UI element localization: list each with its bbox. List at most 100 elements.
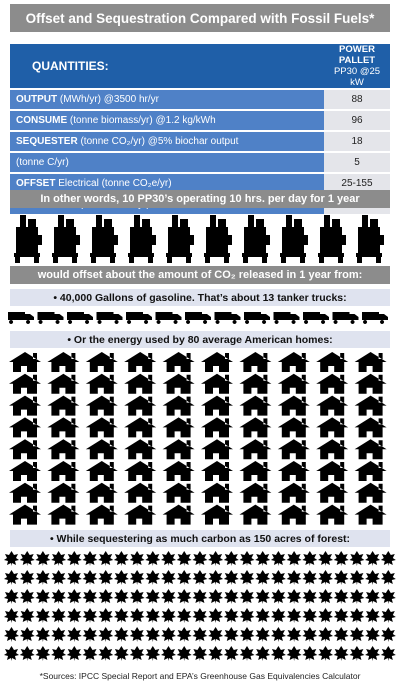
footer-note: *Sources: IPCC Special Report and EPA’s …	[39, 671, 361, 681]
tree-icon	[349, 608, 365, 623]
table-row: (tonne C/yr) 5	[10, 153, 390, 172]
tree-icon	[66, 551, 82, 566]
truck-icon	[303, 312, 329, 324]
house-icon	[85, 504, 118, 525]
house-icon	[201, 417, 233, 438]
house-icon	[85, 417, 118, 438]
row-value: 5	[324, 153, 390, 172]
tree-icon	[365, 608, 381, 623]
house-icon	[316, 373, 349, 394]
truck-icon	[362, 312, 388, 324]
house-icon	[201, 373, 233, 394]
tree-icon	[365, 646, 381, 661]
tree-icon	[4, 570, 19, 585]
tree-icon	[302, 551, 318, 566]
tree-icon	[239, 570, 255, 585]
house-icon	[47, 352, 80, 372]
row-label: CONSUME (tonne biomass/yr) @1.2 kg/kWh	[10, 111, 324, 130]
row-value: 18	[324, 132, 390, 151]
tree-icon	[35, 646, 51, 661]
tree-icon	[35, 551, 51, 566]
tree-icon	[380, 627, 396, 642]
tree-icon	[35, 570, 51, 585]
tree-icon	[286, 570, 302, 585]
head-label: QUANTITIES:	[10, 44, 324, 88]
tree-icon	[208, 589, 224, 604]
house-icon	[9, 461, 41, 481]
tree-icon	[129, 627, 145, 642]
table-row: SEQUESTER (tonne CO₂/yr) @5% biochar out…	[10, 132, 390, 151]
truck-icon	[273, 312, 300, 324]
house-icon	[354, 439, 387, 460]
tree-icon	[286, 627, 302, 642]
tree-icon	[239, 646, 255, 661]
house-icon	[354, 373, 387, 394]
machine-icon	[90, 215, 118, 263]
tree-icon	[82, 551, 98, 566]
tree-icon	[318, 570, 333, 585]
tree-icon	[161, 589, 176, 604]
tree-icon	[129, 646, 145, 661]
tree-icon	[255, 551, 271, 566]
house-icon	[162, 504, 195, 525]
house-icon	[9, 373, 41, 394]
tree-icon	[302, 627, 318, 642]
row-value: 88	[324, 90, 390, 109]
tree-icon	[302, 646, 318, 661]
tree-icon	[129, 608, 145, 623]
tree-icon	[161, 570, 176, 585]
tree-icon	[318, 627, 333, 642]
tree-icon	[318, 551, 333, 566]
house-icon	[201, 439, 233, 460]
tree-icon	[349, 627, 365, 642]
tree-icon	[333, 627, 349, 642]
tree-icon	[129, 570, 145, 585]
section-bar: • 40,000 Gallons of gasoline. That’s abo…	[10, 289, 390, 306]
machine-icon	[356, 215, 384, 263]
truck-icon	[244, 312, 270, 324]
row-value: 25-155	[324, 174, 390, 193]
house-icon	[9, 439, 41, 460]
machine-icon	[14, 215, 42, 263]
tree-icon	[66, 570, 82, 585]
house-icon	[47, 439, 80, 460]
house-icon	[239, 417, 272, 438]
tree-icon	[270, 570, 286, 585]
tree-icon	[145, 589, 161, 604]
tree-icon	[333, 608, 349, 623]
house-icon	[239, 482, 272, 503]
tree-icon	[66, 646, 82, 661]
table-head: QUANTITIES: POWER PALLET PP30 @25 kW	[10, 44, 390, 88]
tree-icon	[82, 570, 98, 585]
tree-icon	[145, 570, 161, 585]
tree-icon	[270, 627, 286, 642]
house-icon	[201, 395, 233, 416]
house-icon	[354, 352, 387, 372]
tree-icon	[35, 627, 51, 642]
tree-icon	[51, 627, 67, 642]
tree-icon	[113, 608, 129, 623]
tree-icon	[4, 627, 19, 642]
tree-icon	[19, 627, 35, 642]
house-icon	[9, 417, 41, 438]
tree-icon	[19, 551, 35, 566]
tree-icon	[239, 589, 255, 604]
machine-icon	[318, 215, 346, 263]
house-icon	[9, 482, 41, 503]
tree-icon	[98, 589, 114, 604]
house-icon	[201, 461, 233, 481]
tree-icon	[208, 608, 224, 623]
house-icon	[354, 504, 387, 525]
truck-icon	[8, 312, 34, 324]
house-icon	[47, 417, 80, 438]
tree-icon	[176, 551, 192, 566]
house-icon	[316, 417, 349, 438]
house-icon	[162, 417, 195, 438]
tree-icon	[113, 570, 129, 585]
machine-icon	[280, 215, 308, 263]
house-icon	[277, 417, 310, 438]
house-icon	[124, 395, 157, 416]
tree-icon	[113, 646, 129, 661]
table-row: OFFSET Electrical (tonne CO₂e/yr) 25-155	[10, 174, 390, 193]
house-icon	[47, 461, 80, 481]
